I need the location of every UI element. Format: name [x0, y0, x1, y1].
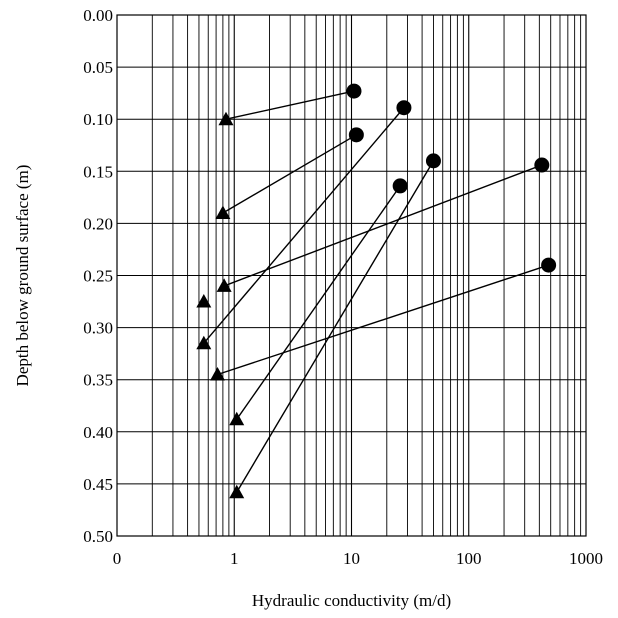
triangle-marker: [229, 484, 245, 499]
y-tick-label: 0.10: [83, 110, 113, 129]
circle-marker: [534, 157, 550, 173]
y-tick-label: 0.40: [83, 423, 113, 442]
connector-line: [203, 107, 405, 344]
y-tick-label: 0.00: [83, 6, 113, 25]
triangle-marker: [215, 205, 231, 219]
connector-line: [217, 264, 549, 376]
x-tick-label: 100: [456, 549, 482, 568]
x-tick-label: 0: [113, 549, 122, 568]
y-tick-label: 0.25: [83, 267, 113, 286]
y-tick-label: 0.35: [83, 371, 113, 390]
circle-marker: [348, 127, 364, 143]
x-tick-label: 10: [343, 549, 360, 568]
x-tick-label: 1000: [569, 549, 603, 568]
y-tick-labels: 0.00 0.05 0.10 0.15 0.20 0.25 0.30 0.35 0.40 0.45…: [83, 6, 113, 546]
triangle-marker: [210, 366, 226, 381]
circle-marker: [396, 100, 412, 116]
y-axis-title: Depth below ground surface (m): [13, 165, 32, 387]
y-tick-label: 0.45: [83, 475, 113, 494]
y-tick-label: 0.50: [83, 527, 113, 546]
x-tick-label: 1: [230, 549, 239, 568]
triangle-marker: [229, 411, 245, 426]
connector-line: [225, 90, 355, 120]
triangle-marker: [216, 278, 232, 292]
connector-line: [222, 134, 357, 214]
x-axis-title: Hydraulic conductivity (m/d): [252, 591, 451, 610]
circle-marker: [425, 153, 441, 169]
marker-layer: [196, 83, 557, 499]
y-tick-label: 0.30: [83, 319, 113, 338]
connector-layer: [203, 90, 549, 493]
triangle-marker: [196, 335, 212, 350]
y-tick-label: 0.05: [83, 58, 113, 77]
circle-marker: [346, 83, 362, 99]
triangle-marker: [218, 111, 234, 126]
triangle-marker: [196, 294, 212, 308]
connector-line: [223, 164, 543, 287]
plot-frame: [116, 14, 587, 537]
connector-line: [236, 185, 401, 420]
y-tick-label: 0.20: [83, 214, 113, 233]
circle-marker: [392, 178, 408, 194]
x-tick-labels: 0 1 10 100 1000: [113, 549, 603, 568]
connector-line: [236, 160, 435, 493]
circle-marker: [541, 257, 557, 273]
y-tick-label: 0.15: [83, 162, 113, 181]
